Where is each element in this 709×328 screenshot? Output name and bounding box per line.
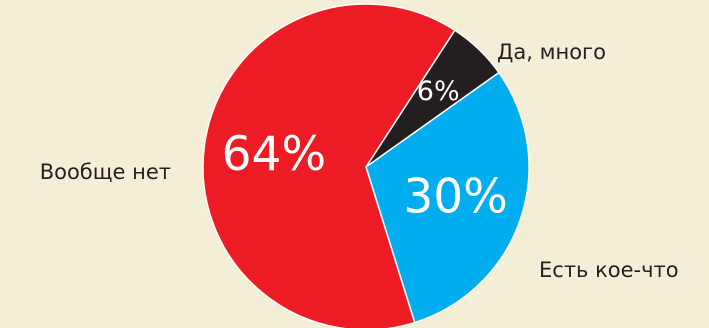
pie-slices — [202, 3, 530, 328]
slice-value-label: 30% — [403, 170, 507, 225]
pie-labels: 6% Да, много 30% Есть кое-что 64% Вообще нет — [40, 40, 679, 282]
pie-slice-вообще-нет — [202, 3, 456, 328]
slice-value-label: 6% — [417, 76, 460, 107]
slice-category-label: Есть кое-что — [539, 258, 679, 282]
slice-category-label: Вообще нет — [40, 160, 171, 184]
slice-value-label: 64% — [222, 127, 326, 182]
pie-slice-есть-кое-что — [365, 71, 530, 324]
slice-category-label: Да, много — [497, 40, 606, 64]
